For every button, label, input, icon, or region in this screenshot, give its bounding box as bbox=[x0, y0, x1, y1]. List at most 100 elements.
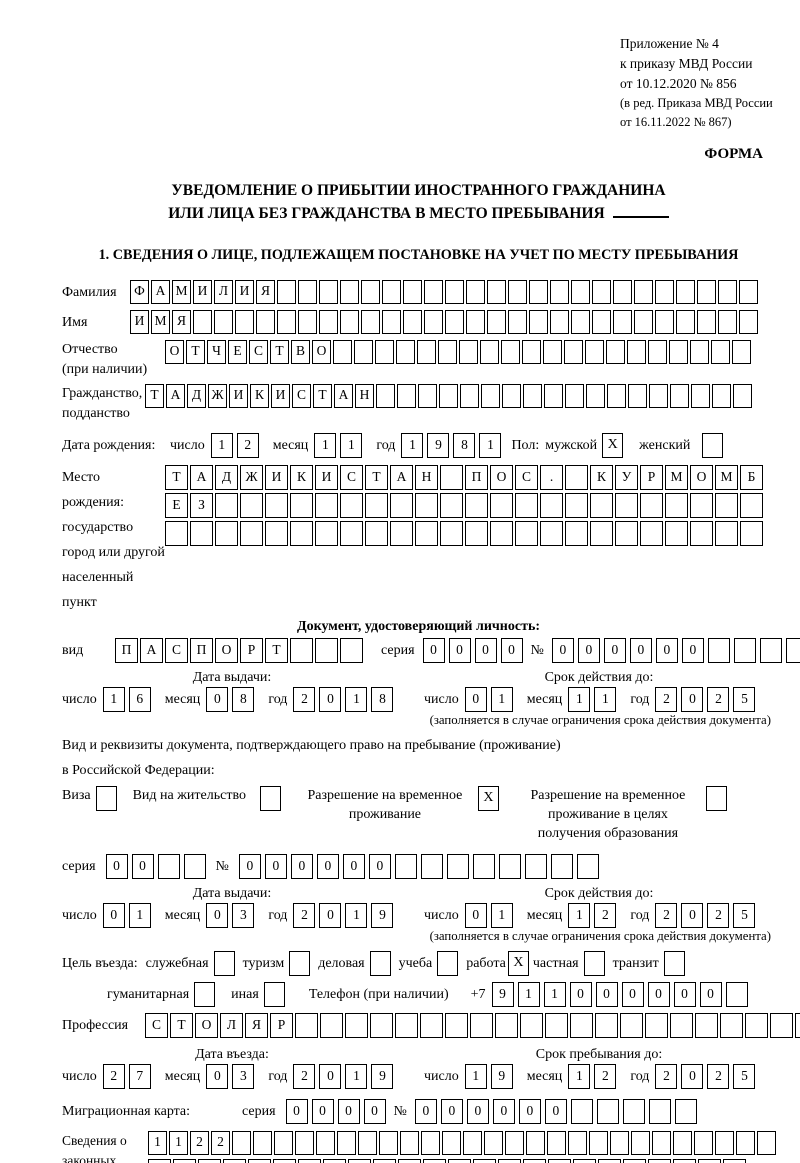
char-cell[interactable] bbox=[673, 1159, 696, 1163]
char-cell[interactable]: 0 bbox=[238, 854, 261, 879]
char-cell[interactable]: 0 bbox=[368, 854, 391, 879]
char-cell[interactable]: А bbox=[166, 384, 185, 408]
char-cell[interactable] bbox=[473, 1159, 496, 1163]
char-cell[interactable] bbox=[759, 638, 782, 663]
char-cell[interactable] bbox=[648, 1099, 671, 1124]
char-cell[interactable] bbox=[585, 340, 604, 364]
char-cell[interactable] bbox=[315, 521, 338, 546]
char-cell[interactable]: 1 bbox=[490, 687, 513, 712]
char-cell[interactable] bbox=[470, 1013, 493, 1038]
purpose-tourism-checkbox[interactable] bbox=[289, 951, 311, 976]
char-cell[interactable] bbox=[598, 1159, 621, 1163]
char-cell[interactable]: 0 bbox=[206, 1064, 229, 1089]
char-cell[interactable] bbox=[382, 280, 401, 304]
char-cell[interactable] bbox=[215, 493, 238, 518]
char-cell[interactable] bbox=[691, 384, 710, 408]
char-cell[interactable]: И bbox=[315, 465, 338, 490]
char-cell[interactable]: И bbox=[130, 310, 149, 334]
char-cell[interactable]: 2 bbox=[211, 1131, 230, 1155]
char-cell[interactable] bbox=[340, 280, 359, 304]
char-cell[interactable]: 2 bbox=[655, 1064, 678, 1089]
char-cell[interactable] bbox=[298, 280, 317, 304]
char-cell[interactable]: 0 bbox=[319, 1064, 342, 1089]
char-cell[interactable]: 0 bbox=[414, 1099, 437, 1124]
char-cell[interactable] bbox=[523, 384, 542, 408]
char-cell[interactable] bbox=[460, 384, 479, 408]
char-cell[interactable] bbox=[323, 1159, 346, 1163]
char-cell[interactable] bbox=[673, 1131, 692, 1155]
char-cell[interactable]: 2 bbox=[707, 903, 730, 928]
char-cell[interactable] bbox=[273, 1159, 296, 1163]
char-cell[interactable]: Т bbox=[170, 1013, 193, 1038]
char-cell[interactable]: А bbox=[151, 280, 170, 304]
char-cell[interactable]: 0 bbox=[466, 1099, 489, 1124]
char-cell[interactable]: 0 bbox=[311, 1099, 334, 1124]
char-cell[interactable] bbox=[295, 1013, 318, 1038]
char-cell[interactable] bbox=[315, 638, 338, 663]
char-cell[interactable]: 2 bbox=[190, 1131, 209, 1155]
temp-residence-education-checkbox[interactable] bbox=[705, 786, 727, 811]
char-cell[interactable] bbox=[445, 1013, 468, 1038]
char-cell[interactable]: Н bbox=[415, 465, 438, 490]
char-cell[interactable] bbox=[529, 310, 548, 334]
char-cell[interactable] bbox=[348, 1159, 371, 1163]
char-cell[interactable] bbox=[522, 340, 541, 364]
char-cell[interactable] bbox=[420, 854, 443, 879]
char-cell[interactable]: О bbox=[165, 340, 184, 364]
char-cell[interactable]: 2 bbox=[293, 1064, 316, 1089]
char-cell[interactable] bbox=[340, 638, 363, 663]
char-cell[interactable] bbox=[487, 310, 506, 334]
char-cell[interactable]: 1 bbox=[543, 982, 566, 1007]
char-cell[interactable] bbox=[645, 1013, 668, 1038]
char-cell[interactable]: 0 bbox=[448, 638, 471, 663]
char-cell[interactable] bbox=[463, 1131, 482, 1155]
char-cell[interactable] bbox=[547, 1131, 566, 1155]
char-cell[interactable] bbox=[712, 384, 731, 408]
char-cell[interactable] bbox=[565, 521, 588, 546]
char-cell[interactable] bbox=[739, 310, 758, 334]
char-cell[interactable]: 7 bbox=[128, 1064, 151, 1089]
char-cell[interactable] bbox=[570, 1099, 593, 1124]
char-cell[interactable] bbox=[439, 384, 458, 408]
char-cell[interactable]: 0 bbox=[492, 1099, 515, 1124]
char-cell[interactable]: 0 bbox=[206, 903, 229, 928]
char-cell[interactable]: Ч bbox=[207, 340, 226, 364]
char-cell[interactable]: 0 bbox=[342, 854, 365, 879]
char-cell[interactable]: 1 bbox=[128, 903, 151, 928]
char-cell[interactable] bbox=[715, 1131, 734, 1155]
char-cell[interactable] bbox=[610, 1131, 629, 1155]
char-cell[interactable] bbox=[365, 521, 388, 546]
char-cell[interactable]: И bbox=[235, 280, 254, 304]
char-cell[interactable]: Б bbox=[740, 465, 763, 490]
char-cell[interactable]: Т bbox=[165, 465, 188, 490]
char-cell[interactable] bbox=[592, 310, 611, 334]
char-cell[interactable] bbox=[472, 854, 495, 879]
char-cell[interactable] bbox=[240, 521, 263, 546]
char-cell[interactable]: 0 bbox=[316, 854, 339, 879]
char-cell[interactable]: 0 bbox=[464, 687, 487, 712]
char-cell[interactable]: 1 bbox=[210, 433, 233, 458]
purpose-transit-checkbox[interactable] bbox=[663, 951, 685, 976]
char-cell[interactable] bbox=[740, 493, 763, 518]
purpose-humanitarian-checkbox[interactable] bbox=[194, 982, 216, 1007]
char-cell[interactable] bbox=[502, 384, 521, 408]
sex-male-checkbox[interactable]: X bbox=[602, 433, 624, 458]
char-cell[interactable] bbox=[655, 310, 674, 334]
char-cell[interactable]: 0 bbox=[595, 982, 618, 1007]
char-cell[interactable]: Я bbox=[245, 1013, 268, 1038]
char-cell[interactable] bbox=[424, 310, 443, 334]
char-cell[interactable]: 9 bbox=[427, 433, 450, 458]
char-cell[interactable]: . bbox=[540, 465, 563, 490]
char-cell[interactable] bbox=[438, 340, 457, 364]
char-cell[interactable] bbox=[459, 340, 478, 364]
char-cell[interactable]: Т bbox=[186, 340, 205, 364]
char-cell[interactable] bbox=[173, 1159, 196, 1163]
char-cell[interactable] bbox=[298, 310, 317, 334]
char-cell[interactable]: Л bbox=[214, 280, 233, 304]
char-cell[interactable] bbox=[655, 280, 674, 304]
char-cell[interactable] bbox=[622, 1099, 645, 1124]
char-cell[interactable] bbox=[725, 982, 748, 1007]
char-cell[interactable]: О bbox=[312, 340, 331, 364]
char-cell[interactable] bbox=[795, 1013, 800, 1038]
char-cell[interactable]: 1 bbox=[340, 433, 363, 458]
